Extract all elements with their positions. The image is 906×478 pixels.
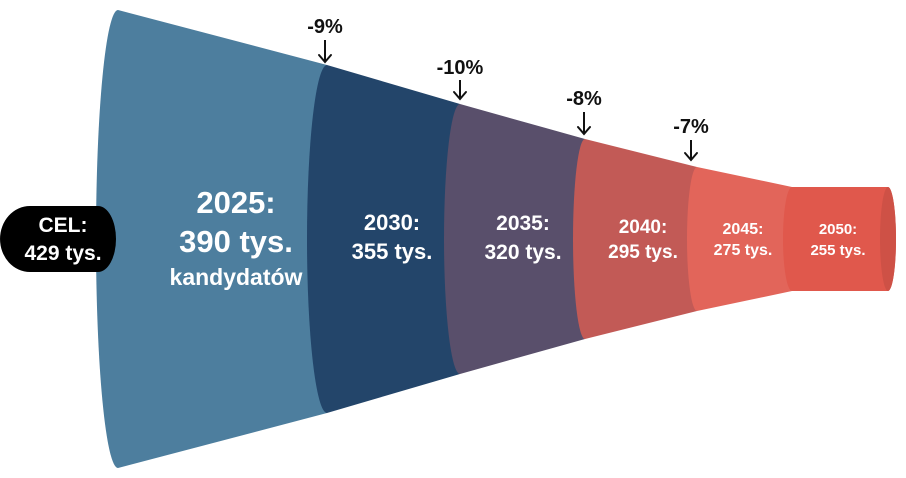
change-label-2: -10% bbox=[437, 57, 484, 79]
change-arrow-head-2 bbox=[453, 91, 467, 101]
stage-5-year-label: 2045: bbox=[723, 221, 764, 238]
funnel-segment-5 bbox=[687, 167, 792, 311]
funnel-segment-1 bbox=[96, 10, 327, 468]
goal-badge-cap bbox=[80, 206, 116, 272]
funnel-segment-6 bbox=[783, 187, 896, 291]
stage-4-value-label: 295 tys. bbox=[608, 242, 678, 263]
change-label-1: -9% bbox=[307, 16, 343, 38]
stage-6-year-label: 2050: bbox=[819, 221, 857, 238]
funnel-segment-2 bbox=[307, 65, 460, 413]
funnel-segment-4 bbox=[573, 139, 697, 339]
stage-1-value-label: 390 tys. bbox=[179, 224, 293, 259]
stage-1-year-label: 2025: bbox=[196, 185, 275, 220]
change-label-4: -7% bbox=[673, 116, 709, 138]
stage-5-value-label: 275 tys. bbox=[714, 242, 773, 259]
goal-line-2: 429 tys. bbox=[24, 242, 101, 265]
stage-6-value-label: 255 tys. bbox=[810, 242, 865, 259]
funnel-end-cap bbox=[880, 187, 896, 291]
stage-3-year-label: 2035: bbox=[496, 212, 550, 235]
goal-line-1: CEL: bbox=[39, 214, 88, 237]
change-arrow-head-1 bbox=[318, 54, 332, 64]
stage-4-year-label: 2040: bbox=[619, 217, 668, 238]
funnel-segment-3 bbox=[444, 104, 585, 374]
change-arrow-head-4 bbox=[684, 152, 698, 162]
change-arrow-head-3 bbox=[577, 126, 591, 136]
goal-badge: CEL: 429 tys. bbox=[0, 206, 116, 272]
stage-2-value-label: 355 tys. bbox=[352, 239, 433, 264]
stage-2-year-label: 2030: bbox=[364, 210, 420, 235]
stage-3-value-label: 320 tys. bbox=[484, 241, 561, 264]
stage-1-unit-label: kandydatów bbox=[170, 264, 303, 290]
goal-badge-shape bbox=[0, 206, 99, 272]
change-label-3: -8% bbox=[566, 88, 602, 110]
